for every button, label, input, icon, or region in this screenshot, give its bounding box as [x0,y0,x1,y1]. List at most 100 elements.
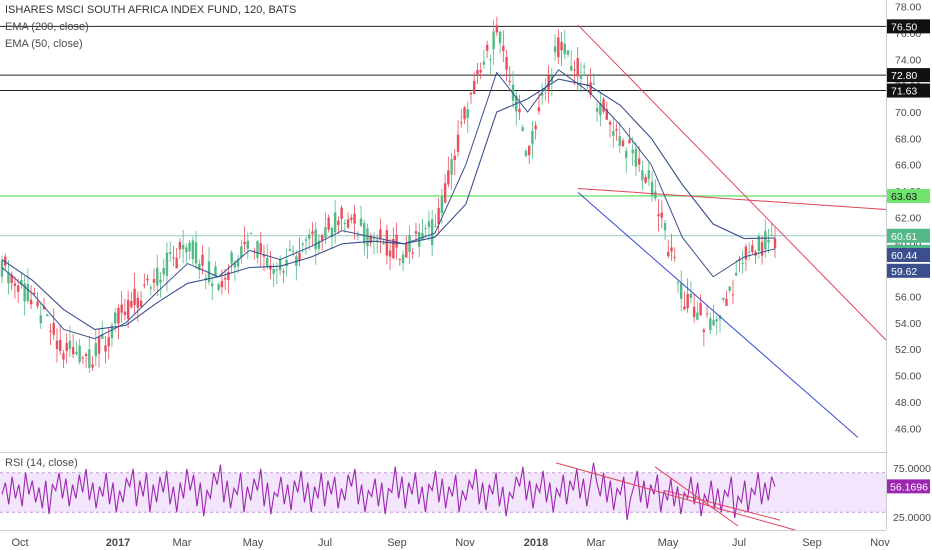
candle-body [4,256,7,266]
candle-body [123,311,127,316]
candle-body [333,212,337,233]
candle-body [188,242,191,252]
candle-body [414,231,418,234]
candle-body [52,322,55,335]
candle-body [211,283,214,287]
candle-body [770,234,773,236]
candle-body [434,226,437,228]
candle-body [460,122,463,124]
time-tick-label: Nov [870,537,890,549]
rsi-last-badge [887,479,930,494]
candle-body [482,61,486,65]
candle-body [369,235,372,243]
candle-body [634,148,638,167]
price-label-text: 72.80 [891,70,917,82]
candle-body [181,244,185,250]
ema200-legend[interactable]: EMA (200, close) [5,21,89,33]
rsi-last-badge-text: 56.1696 [890,481,928,493]
candle-body [683,306,686,310]
rsi-legend[interactable]: RSI (14, close) [5,457,78,469]
candle-body [502,45,505,52]
candle-body [595,107,599,112]
candle-body [670,247,673,252]
candle-body [272,268,275,274]
candle-body [405,242,408,258]
candle-body [767,239,770,243]
candle-body [55,340,59,350]
candle-body [686,293,689,309]
candle-body [16,285,20,292]
candle-body [534,125,537,130]
candle-body [236,259,240,267]
candle-body [540,93,544,96]
price-tick-label: 74.00 [895,54,921,66]
candle-body [696,312,699,320]
candle-body [304,239,308,241]
candle-body [84,354,88,357]
candle-body [430,219,434,246]
candle-body [667,251,670,257]
candle-body [246,240,250,249]
candle-body [269,265,272,270]
candle-body [495,25,499,33]
price-tick-label: 66.00 [895,160,921,172]
candle-body [101,333,104,339]
candle-body [146,278,149,281]
candle-body [757,235,761,252]
candle-body [185,247,188,253]
time-tick-label: Mar [173,537,192,549]
candle-body [498,31,502,43]
candle-body [152,279,156,283]
candle-body [107,337,110,347]
candle-body [220,281,224,288]
candle-body [418,232,421,247]
candle-body [388,250,392,257]
candle-body [692,306,696,318]
candle-body [637,158,641,165]
channel-upper-line [577,24,887,341]
candle-body [576,58,579,77]
candle-body [709,318,712,331]
candle-body [359,218,363,226]
candle-body [104,345,107,352]
candle-body [214,266,217,277]
channel-middle-line [577,187,887,211]
candle-body [566,50,570,55]
candle-body [75,351,78,355]
candle-body [744,246,748,260]
candle-body [524,150,528,157]
candle-body [29,299,33,305]
candle-body [191,240,195,260]
candle-body [194,242,198,264]
candle-body [330,227,334,238]
candle-body [26,284,30,302]
time-tick-label: Oct [11,537,28,549]
price-tick-label: 62.00 [895,212,921,224]
candle-body [42,306,46,309]
candle-body [612,130,615,136]
candle-body [159,279,162,283]
candle-body [608,121,612,125]
candle-body [13,283,17,286]
candle-body [421,232,424,241]
candle-body [288,249,292,251]
candle-body [579,74,583,79]
candle-body [440,196,444,214]
candle-body [356,234,359,236]
candle-body [324,227,327,238]
candle-body [582,66,586,68]
ema50-line [1,69,776,340]
candle-body [650,181,654,196]
ema50-legend[interactable]: EMA (50, close) [5,38,83,50]
candle-body [628,139,631,144]
candle-body [204,277,207,280]
candle-body [544,88,547,92]
candle-body [437,207,440,225]
candle-body [156,267,159,286]
candle-body [764,231,767,250]
candle-body [285,259,288,267]
time-tick-label: Sep [802,537,822,549]
candle-body [65,342,68,352]
